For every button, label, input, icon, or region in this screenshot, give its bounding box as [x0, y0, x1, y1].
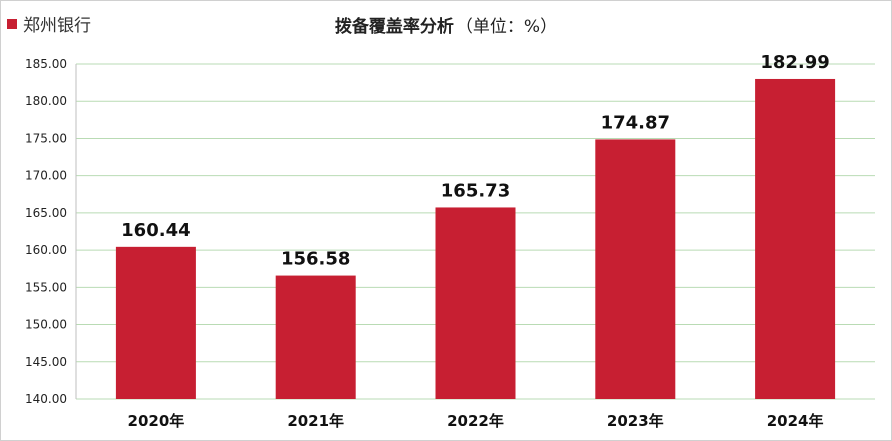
y-tick-label: 170.00	[25, 169, 67, 183]
y-tick-label: 150.00	[25, 318, 67, 332]
y-tick-label: 160.00	[25, 243, 67, 257]
legend: 郑州银行	[7, 11, 91, 36]
data-label: 165.73	[441, 180, 510, 201]
data-label: 160.44	[121, 220, 190, 241]
y-tick-label: 155.00	[25, 280, 67, 294]
bar	[595, 139, 676, 399]
chart-title: 拨备覆盖率分析 （单位：%）	[1, 12, 891, 37]
data-label: 156.58	[281, 249, 350, 270]
y-tick-label: 185.00	[25, 57, 67, 71]
bar	[115, 246, 196, 399]
x-tick-label: 2023年	[607, 412, 664, 430]
legend-label: 郑州银行	[23, 16, 91, 36]
y-tick-label: 175.00	[25, 131, 67, 145]
bar	[755, 78, 836, 400]
y-tick-label: 165.00	[25, 206, 67, 220]
data-label: 182.99	[760, 52, 829, 73]
x-tick-label: 2022年	[447, 412, 504, 430]
data-label: 174.87	[601, 112, 670, 133]
y-tick-label: 145.00	[25, 355, 67, 369]
x-tick-label: 2021年	[287, 412, 344, 430]
y-tick-label: 140.00	[25, 392, 67, 406]
chart-title-unit: （单位：%）	[455, 17, 558, 37]
bar	[275, 275, 356, 399]
chart-title-text: 拨备覆盖率分析	[334, 17, 454, 37]
x-tick-label: 2024年	[767, 412, 824, 430]
y-tick-label: 180.00	[25, 94, 67, 108]
legend-swatch	[7, 18, 17, 29]
x-tick-label: 2020年	[128, 412, 185, 430]
bar	[435, 207, 516, 399]
